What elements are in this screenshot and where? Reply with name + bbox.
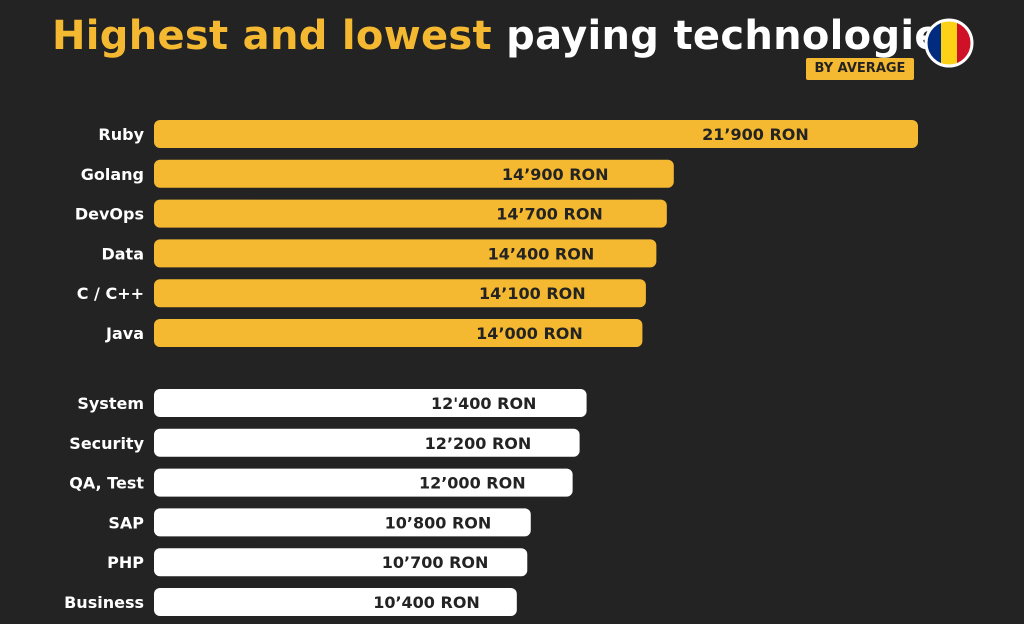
value-label-c-c: 14’100 RON	[479, 284, 586, 303]
bar-data	[154, 239, 657, 268]
category-label-devops: DevOps	[75, 205, 144, 224]
value-label-ruby: 21’900 RON	[702, 125, 809, 144]
value-label-devops: 14’700 RON	[496, 205, 603, 224]
category-label-golang: Golang	[81, 165, 144, 184]
category-label-security: Security	[69, 434, 144, 453]
chart-title: Highest and lowest paying technologies	[52, 8, 966, 64]
value-label-golang: 14’900 RON	[502, 165, 609, 184]
value-label-security: 12’200 RON	[425, 434, 532, 453]
category-label-sap: SAP	[108, 513, 144, 532]
category-label-data: Data	[101, 244, 144, 263]
value-label-data: 14’400 RON	[488, 244, 595, 263]
title-highlight: Highest and lowest	[52, 13, 492, 59]
value-label-java: 14’000 RON	[476, 324, 583, 343]
title-rest: paying technologies	[506, 13, 966, 59]
bar-c-c	[154, 279, 646, 308]
category-label-php: PHP	[107, 553, 144, 572]
value-label-sap: 10’800 RON	[385, 513, 492, 532]
value-label-system: 12'400 RON	[431, 394, 536, 413]
bar-system	[154, 389, 587, 417]
value-label-business: 10’400 RON	[373, 593, 480, 612]
bar-sap	[154, 508, 531, 537]
category-label-qa-test: QA, Test	[69, 474, 144, 493]
value-label-php: 10’700 RON	[382, 553, 489, 572]
category-label-c-c: C / C++	[77, 284, 144, 303]
bar-qa-test	[154, 468, 573, 497]
bar-ruby	[154, 120, 918, 148]
bar-security	[154, 428, 580, 457]
bar-php	[154, 548, 528, 577]
by-average-badge: BY AVERAGE	[806, 58, 914, 80]
category-label-business: Business	[64, 593, 144, 612]
romania-flag-icon	[924, 18, 974, 68]
category-label-system: System	[77, 394, 144, 413]
bar-java	[154, 319, 643, 347]
value-label-qa-test: 12’000 RON	[419, 474, 526, 493]
bar-golang	[154, 159, 674, 188]
category-label-java: Java	[105, 324, 144, 343]
category-label-ruby: Ruby	[98, 125, 144, 144]
bar-devops	[154, 199, 667, 228]
bar-business	[154, 588, 517, 616]
